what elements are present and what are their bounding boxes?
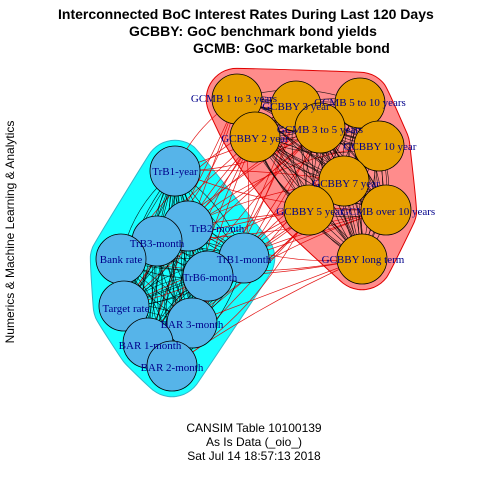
title-line-2: GCBBY: GoC benchmark bond yields <box>129 23 377 39</box>
node-trb1-year <box>149 145 201 197</box>
node-label-target-rate: Target rate <box>103 303 150 315</box>
title-line-1: Interconnected BoC Interest Rates During… <box>58 6 434 22</box>
caption-line-2: As Is Data (_oio_) <box>205 435 303 449</box>
node-label-gcbby-long-term: GCBBY long term <box>322 254 405 266</box>
node-label-bank-rate: Bank rate <box>100 254 143 266</box>
edge-cross-target-rate-gcmb-3-to-5-years <box>123 127 321 307</box>
node-gcbby-2-year <box>229 111 281 163</box>
caption-line-1: CANSIM Table 10100139 <box>186 421 322 435</box>
edge-cross-bar-2-month-gcbby-long-term <box>171 258 363 367</box>
node-label-gcbby-3-year: GCBBY 3 year <box>262 101 330 113</box>
node-gcmb-3-to-5-years <box>294 102 346 154</box>
node-bar-2-month <box>146 340 198 392</box>
node-label-gcbby-2-year: GCBBY 2 year <box>221 133 289 145</box>
node-label-gcmb-3-to-5-years: GCMB 3 to 5 years <box>277 124 363 136</box>
node-label-trb2-month: TrB2-month <box>190 223 245 235</box>
node-bar-3-month <box>166 297 218 349</box>
node-label-gcmb-1-to-3-years: GCMB 1 to 3 years <box>191 93 277 105</box>
node-label-bar-2-month: BAR 2-month <box>141 362 204 374</box>
node-label-gcmb-5-to-10-years: GCMB 5 to 10 years <box>314 97 406 109</box>
node-label-trb6-month: TrB6-month <box>183 272 238 284</box>
node-gcbby-10-year <box>353 120 405 172</box>
node-gcbby-7-year <box>318 155 370 207</box>
node-gcmb-over-10-years <box>360 184 412 236</box>
node-label-gcmb-over-10-years: GCMB over 10 years <box>341 206 435 218</box>
node-label-trb1-year: TrB1-year <box>152 166 198 178</box>
title-line-3: GCMB: GoC marketable bond <box>193 40 390 56</box>
node-trb6-month <box>182 250 234 302</box>
node-gcbby-long-term <box>336 233 388 285</box>
edge-cross-trb2-month-gcbby-10-year <box>187 145 380 227</box>
node-target-rate <box>98 280 150 332</box>
node-gcmb-5-to-10-years <box>334 77 386 129</box>
node-label-bar-3-month: BAR 3-month <box>161 319 224 331</box>
node-gcbby-5-year <box>283 184 335 236</box>
node-label-gcbby-5-year: GCBBY 5 year <box>276 206 344 218</box>
node-label-bar-1-month: BAR 1-month <box>119 340 182 352</box>
node-label-trb1-month: TrB1-month <box>217 254 272 266</box>
node-label-trb3-month: TrB3-month <box>130 238 185 250</box>
node-label-gcbby-10-year: GCBBY 10 year <box>344 141 417 153</box>
node-label-gcbby-7-year: GCBBY 7 year <box>312 178 380 190</box>
caption-line-3: Sat Jul 14 18:57:13 2018 <box>187 449 321 463</box>
